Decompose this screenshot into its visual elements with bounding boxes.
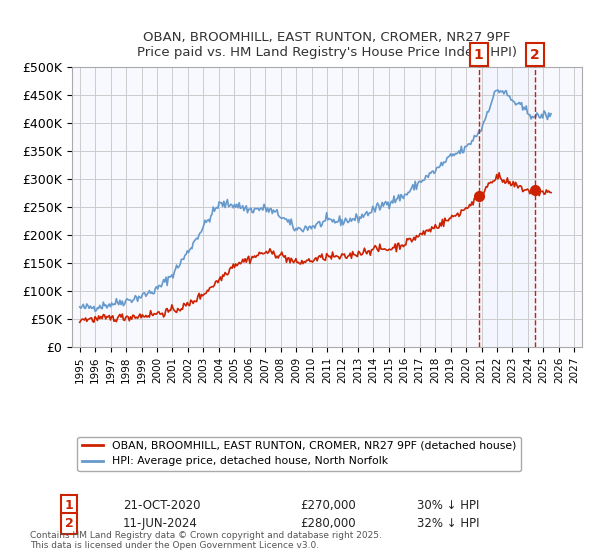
Text: 2: 2	[65, 517, 73, 530]
Bar	[479, 67, 535, 347]
Text: 30% ↓ HPI: 30% ↓ HPI	[417, 498, 479, 512]
Text: £280,000: £280,000	[300, 517, 356, 530]
Text: 1: 1	[474, 48, 484, 62]
Title: OBAN, BROOMHILL, EAST RUNTON, CROMER, NR27 9PF
Price paid vs. HM Land Registry's: OBAN, BROOMHILL, EAST RUNTON, CROMER, NR…	[137, 31, 517, 59]
Text: 21-OCT-2020: 21-OCT-2020	[123, 498, 200, 512]
Text: 11-JUN-2024: 11-JUN-2024	[123, 517, 198, 530]
Text: Contains HM Land Registry data © Crown copyright and database right 2025.
This d: Contains HM Land Registry data © Crown c…	[30, 530, 382, 550]
Text: 32% ↓ HPI: 32% ↓ HPI	[417, 517, 479, 530]
Legend: OBAN, BROOMHILL, EAST RUNTON, CROMER, NR27 9PF (detached house), HPI: Average pr: OBAN, BROOMHILL, EAST RUNTON, CROMER, NR…	[77, 437, 521, 471]
Text: 2: 2	[530, 48, 540, 62]
Text: 1: 1	[65, 498, 73, 512]
Text: £270,000: £270,000	[300, 498, 356, 512]
